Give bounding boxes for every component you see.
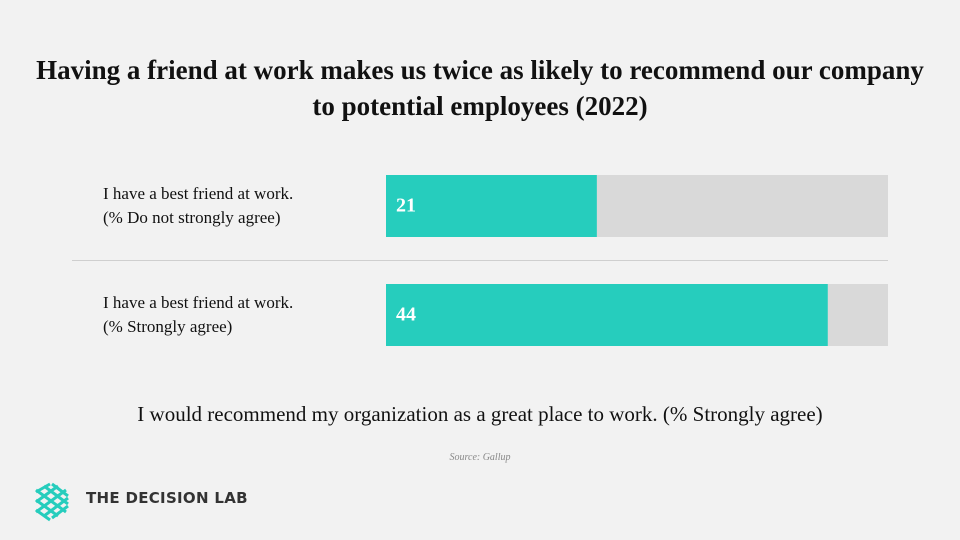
x-axis-label: I would recommend my organization as a g… — [137, 402, 823, 426]
bar — [386, 175, 597, 237]
source: Source: Gallup — [449, 452, 511, 463]
value-label: 44 — [396, 304, 416, 326]
logo — [35, 482, 69, 522]
chart-title: Having a friend at work makes us twice a… — [36, 55, 924, 121]
brand: THE DECISION LAB — [86, 489, 248, 507]
category-label: I have a best friend at work. (% Strongl… — [103, 293, 294, 336]
value-label: 21 — [396, 195, 416, 217]
bar — [386, 284, 828, 346]
category-label: I have a best friend at work. (% Do not … — [103, 184, 294, 227]
